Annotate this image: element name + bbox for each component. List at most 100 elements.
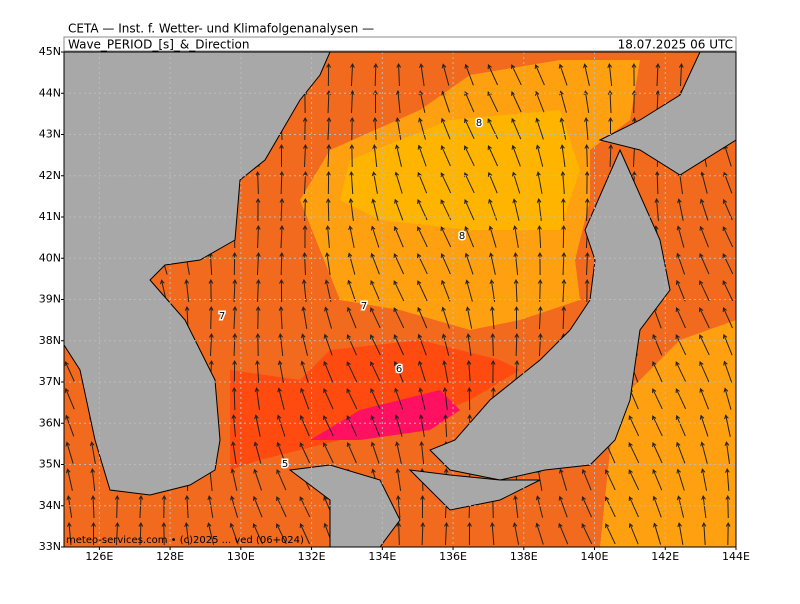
arrow <box>723 360 733 383</box>
lon-label: 126E <box>85 550 113 563</box>
arrow <box>276 496 287 518</box>
arrow <box>370 414 381 437</box>
arrow <box>487 118 499 140</box>
arrow <box>417 280 428 302</box>
arrow <box>420 494 425 519</box>
arrow <box>722 333 733 356</box>
arrow <box>417 226 428 248</box>
arrow <box>396 494 401 519</box>
arrow <box>699 387 709 410</box>
arrow <box>536 171 543 194</box>
arrow <box>467 386 472 411</box>
contour-label: 7 <box>361 301 367 312</box>
arrow <box>300 387 310 410</box>
arrow <box>349 170 354 195</box>
arrow <box>537 278 543 303</box>
arrow <box>441 63 450 86</box>
arrow <box>560 170 566 195</box>
arrow <box>701 495 707 518</box>
arrow <box>722 226 734 248</box>
contour-label: 6 <box>396 364 402 375</box>
arrow <box>64 387 75 410</box>
arrow <box>628 522 639 545</box>
arrow <box>699 334 710 356</box>
arrow <box>347 252 356 275</box>
lat-label: 43N <box>39 128 61 141</box>
arrow <box>161 521 167 546</box>
arrow <box>464 199 475 221</box>
arrow <box>395 117 402 140</box>
arrow <box>277 360 284 383</box>
arrow <box>393 334 405 356</box>
arrow <box>66 468 73 491</box>
arrow <box>699 198 709 221</box>
arrow <box>393 307 405 329</box>
arrow <box>535 495 544 518</box>
land-shikoku <box>408 469 541 511</box>
arrow <box>91 521 96 546</box>
arrow <box>252 495 263 518</box>
arrow <box>701 521 707 546</box>
arrow <box>443 413 448 438</box>
arrow <box>65 441 74 464</box>
arrow <box>725 467 730 492</box>
arrow <box>302 116 308 141</box>
title: Wave_PERIOD_[s]_&_Direction <box>68 38 250 52</box>
arrow <box>349 89 355 114</box>
arrow <box>302 251 308 276</box>
arrow <box>699 225 709 248</box>
arrow <box>138 521 144 546</box>
arrow <box>676 441 686 464</box>
arrow <box>325 252 331 275</box>
arrow <box>372 116 378 141</box>
arrow <box>394 198 404 221</box>
arrow <box>393 280 405 302</box>
arrow <box>464 90 475 113</box>
arrow <box>253 468 263 491</box>
arrow <box>700 171 708 194</box>
lat-label: 33N <box>39 540 61 553</box>
arrow <box>535 144 544 167</box>
arrow <box>699 307 710 329</box>
arrow <box>512 198 520 221</box>
arrow <box>299 442 311 464</box>
arrow <box>396 62 402 87</box>
arrow <box>370 387 381 410</box>
arrow <box>561 305 567 330</box>
arrow <box>347 279 356 302</box>
arrow <box>723 387 732 410</box>
arrow <box>278 333 284 356</box>
arrow <box>560 144 566 167</box>
arrow <box>279 251 285 276</box>
arrow <box>489 252 496 275</box>
arrow <box>675 334 687 356</box>
arrow <box>467 521 472 546</box>
arrow <box>605 469 616 491</box>
arrow <box>255 197 261 222</box>
arrow <box>652 388 663 410</box>
land-hokkaido <box>598 52 736 176</box>
lon-label: 142E <box>651 550 679 563</box>
arrow <box>441 306 450 329</box>
arrow <box>512 522 520 545</box>
arrow <box>255 278 261 303</box>
lon-label: 132E <box>298 550 326 563</box>
sea-period-low <box>230 340 520 470</box>
arrow <box>628 469 640 491</box>
arrow <box>677 198 684 221</box>
arrow <box>323 360 334 383</box>
arrow <box>184 494 190 519</box>
arrow <box>418 90 426 113</box>
arrow <box>346 306 357 329</box>
arrow <box>722 307 733 329</box>
arrow <box>417 253 428 275</box>
land-mainland <box>64 52 331 496</box>
arrow <box>631 62 637 87</box>
arrow <box>417 306 428 329</box>
arrow <box>464 145 475 167</box>
arrow <box>676 468 685 491</box>
arrow <box>675 388 687 410</box>
arrow <box>346 415 358 437</box>
arrow <box>393 360 404 383</box>
contour-label: 7 <box>219 311 225 322</box>
